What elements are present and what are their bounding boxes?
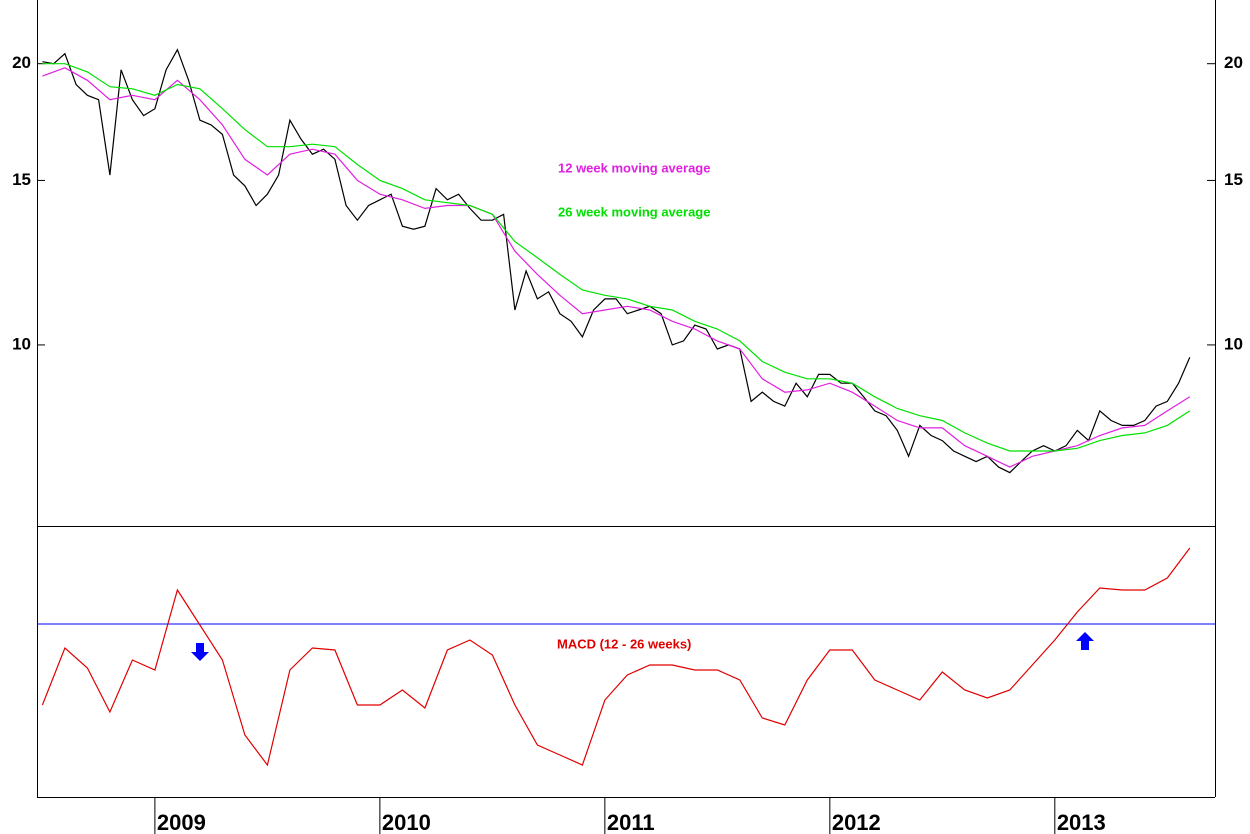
frame <box>37 0 1216 798</box>
x-tick-label: 2011 <box>607 810 655 834</box>
sell-arrow <box>191 643 209 661</box>
x-tick-label: 2012 <box>832 810 881 834</box>
x-tick-label: 2009 <box>157 810 206 834</box>
y-tick-label: 20 <box>12 53 31 72</box>
series-label: 12 week moving average <box>558 160 710 175</box>
y-tick-label-right: 10 <box>1224 334 1243 353</box>
buy-arrow <box>1076 632 1094 650</box>
y-tick-label-right: 20 <box>1224 53 1243 72</box>
y-tick-label-right: 15 <box>1224 170 1243 189</box>
x-tick-label: 2010 <box>382 810 431 834</box>
series-line <box>42 48 1191 474</box>
series-label: 26 week moving average <box>558 204 710 219</box>
series-line <box>41 547 1191 767</box>
series-label: MACD (12 - 26 weeks) <box>557 636 691 651</box>
y-tick-label: 10 <box>12 334 31 353</box>
series-line <box>42 63 1191 452</box>
x-tick-label: 2013 <box>1057 810 1106 834</box>
y-tick-label: 15 <box>12 170 31 189</box>
series-line <box>42 67 1191 468</box>
